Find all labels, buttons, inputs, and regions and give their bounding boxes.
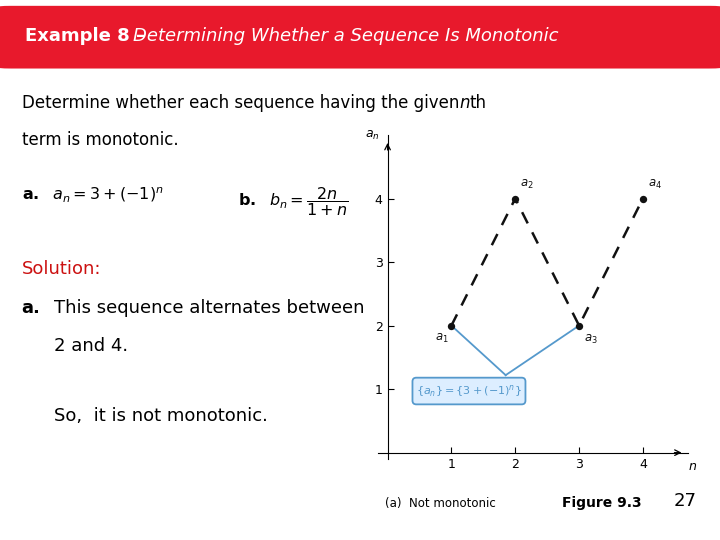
- Text: Figure 9.3: Figure 9.3: [562, 496, 642, 510]
- Text: term is monotonic.: term is monotonic.: [22, 131, 179, 149]
- Text: $a_3$: $a_3$: [584, 333, 598, 346]
- Text: $a_n$: $a_n$: [365, 129, 380, 141]
- Text: $a_4$: $a_4$: [648, 178, 662, 191]
- Text: th: th: [469, 94, 487, 112]
- Text: Example 8 –: Example 8 –: [25, 28, 152, 45]
- Text: a.: a.: [22, 300, 40, 318]
- Text: (a)  Not monotonic: (a) Not monotonic: [385, 497, 496, 510]
- Text: 2 and 4.: 2 and 4.: [54, 337, 128, 355]
- Text: Solution:: Solution:: [22, 260, 101, 278]
- FancyBboxPatch shape: [0, 6, 720, 69]
- Text: Determine whether each sequence having the given: Determine whether each sequence having t…: [22, 94, 464, 112]
- Text: $a_1$: $a_1$: [436, 332, 449, 345]
- Text: So,  it is not monotonic.: So, it is not monotonic.: [54, 407, 268, 425]
- Text: $\mathbf{a.}\ \ a_n = 3 + (-1)^n$: $\mathbf{a.}\ \ a_n = 3 + (-1)^n$: [22, 185, 163, 204]
- Point: [637, 194, 649, 203]
- FancyBboxPatch shape: [413, 377, 526, 404]
- Text: This sequence alternates between: This sequence alternates between: [54, 300, 364, 318]
- Point: [446, 321, 457, 330]
- Text: Determining Whether a Sequence Is Monotonic: Determining Whether a Sequence Is Monoto…: [133, 28, 559, 45]
- Text: $a_2$: $a_2$: [521, 178, 534, 191]
- Text: 27: 27: [673, 491, 696, 510]
- Text: $\mathbf{b.}\ \ b_n = \dfrac{2n}{1 + n}$: $\mathbf{b.}\ \ b_n = \dfrac{2n}{1 + n}$: [238, 185, 348, 218]
- Point: [510, 194, 521, 203]
- Text: n: n: [459, 94, 470, 112]
- Text: $n$: $n$: [688, 460, 697, 473]
- Text: $\{a_n\} = \{3 + (-1)^n\}$: $\{a_n\} = \{3 + (-1)^n\}$: [416, 383, 522, 399]
- Text: $\mathbf{c.}\ \ c_n = \dfrac{n^2}{2^n - 1}$: $\mathbf{c.}\ \ c_n = \dfrac{n^2}{2^n - …: [421, 185, 536, 221]
- Point: [573, 321, 585, 330]
